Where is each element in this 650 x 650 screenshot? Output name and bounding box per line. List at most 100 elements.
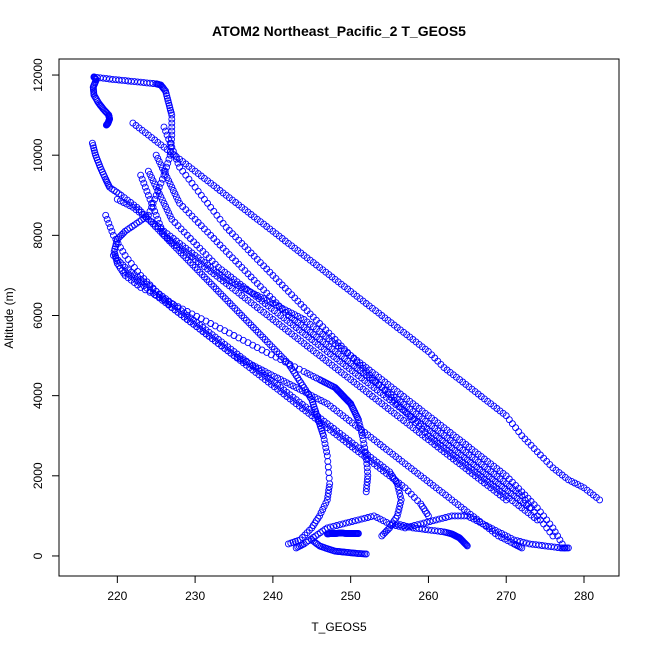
data-point xyxy=(339,520,347,528)
data-point xyxy=(268,343,276,351)
data-point xyxy=(414,521,422,529)
data-point xyxy=(336,521,344,529)
data-point xyxy=(396,499,404,507)
data-point xyxy=(364,514,372,521)
data-point xyxy=(396,493,404,501)
data-point xyxy=(325,483,333,491)
data-point xyxy=(158,227,166,235)
data-point xyxy=(165,135,173,143)
data-point xyxy=(152,183,160,191)
data-point xyxy=(326,480,334,488)
y-tick-label: 2000 xyxy=(31,462,45,489)
data-point xyxy=(148,174,156,182)
data-point xyxy=(200,195,208,203)
data-point xyxy=(516,538,524,545)
data-point xyxy=(116,243,124,251)
data-point xyxy=(358,429,366,436)
data-point xyxy=(112,235,120,243)
data-point xyxy=(502,496,510,504)
data-point xyxy=(162,170,170,178)
data-point xyxy=(174,196,182,204)
data-point xyxy=(172,193,180,201)
data-point xyxy=(149,203,157,211)
data-point xyxy=(168,123,176,131)
data-point xyxy=(536,508,544,516)
data-point xyxy=(163,131,171,139)
data-point xyxy=(395,486,403,494)
data-point xyxy=(168,183,176,191)
data-point xyxy=(109,231,117,239)
data-point xyxy=(193,312,201,320)
data-point xyxy=(392,522,400,529)
data-point xyxy=(435,515,443,523)
data-point xyxy=(317,509,325,517)
data-point xyxy=(259,333,267,341)
data-point xyxy=(400,522,408,529)
x-axis: 220 230 240 250 260 270 280 xyxy=(107,575,594,603)
data-point xyxy=(124,255,132,263)
data-point xyxy=(160,199,168,207)
data-point xyxy=(322,499,330,507)
data-point xyxy=(543,516,551,524)
data-point xyxy=(556,536,564,544)
data-point xyxy=(284,308,292,315)
data-point xyxy=(252,326,260,334)
data-point xyxy=(358,515,366,523)
data-point xyxy=(429,517,437,525)
x-axis-label: T_GEOS5 xyxy=(311,620,367,634)
data-point xyxy=(549,532,557,540)
data-point xyxy=(325,469,333,477)
data-point xyxy=(168,119,176,127)
data-point xyxy=(354,416,362,424)
data-point xyxy=(204,199,212,207)
data-point xyxy=(210,283,218,291)
data-point xyxy=(280,355,288,363)
data-point xyxy=(432,516,440,524)
data-point xyxy=(116,259,124,267)
data-point xyxy=(165,209,173,217)
data-point xyxy=(273,348,281,356)
y-tick-label: 10000 xyxy=(31,138,45,172)
data-point xyxy=(460,512,468,520)
data-point xyxy=(168,135,175,143)
data-point xyxy=(596,496,604,504)
y-axis: 0 2000 4000 6000 8000 10000 12000 xyxy=(31,58,60,559)
y-axis-label: Altitude (m) xyxy=(2,287,16,348)
data-point xyxy=(151,180,159,188)
data-point xyxy=(172,155,180,163)
data-point xyxy=(196,268,204,276)
data-point xyxy=(141,183,149,191)
data-point xyxy=(361,514,369,522)
data-point xyxy=(205,278,213,286)
data-point xyxy=(546,520,554,528)
chart-title: ATOM2 Northeast_Pacific_2 T_GEOS5 xyxy=(212,23,466,39)
data-point xyxy=(233,307,241,315)
data-point xyxy=(342,519,350,527)
data-point xyxy=(323,452,331,460)
data-point xyxy=(198,271,206,279)
data-point xyxy=(148,199,156,207)
x-tick-label: 280 xyxy=(574,589,594,603)
data-point xyxy=(221,295,229,303)
data-point xyxy=(144,191,152,199)
data-point xyxy=(219,219,227,227)
data-point xyxy=(235,309,243,317)
x-tick-label: 260 xyxy=(418,589,438,603)
data-point xyxy=(221,327,229,335)
data-point xyxy=(403,522,411,530)
y-tick-label: 0 xyxy=(31,552,45,559)
y-tick-label: 6000 xyxy=(31,302,45,329)
data-point xyxy=(219,292,227,300)
data-point xyxy=(554,532,562,540)
data-point xyxy=(360,440,368,448)
data-point xyxy=(254,328,262,336)
data-point xyxy=(379,530,387,538)
data-point xyxy=(207,280,215,288)
data-point xyxy=(325,486,333,494)
data-point xyxy=(172,244,180,252)
data-point xyxy=(189,261,197,269)
data-point xyxy=(171,151,179,159)
data-point xyxy=(512,424,520,432)
data-point xyxy=(393,520,401,528)
